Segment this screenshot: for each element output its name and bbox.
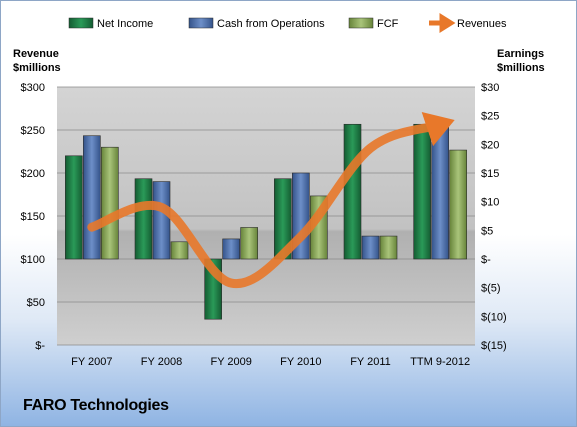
left-tick-label: $50 <box>27 297 45 309</box>
right-tick-label: $10 <box>481 197 499 209</box>
left-axis-title-line1: Revenue <box>13 48 59 60</box>
legend-label: Cash from Operations <box>217 18 325 30</box>
bar-cash-from-operations <box>361 235 380 260</box>
company-name: FARO Technologies <box>23 397 169 414</box>
x-tick-label: FY 2009 <box>210 356 251 368</box>
bar-fcf <box>379 235 398 260</box>
x-tick-label: FY 2010 <box>280 356 321 368</box>
right-tick-label: $(10) <box>481 311 507 323</box>
right-tick-label: $30 <box>481 82 499 94</box>
right-tick-label: $25 <box>481 111 499 123</box>
x-tick-label: FY 2008 <box>141 356 182 368</box>
bar-net-income <box>65 155 83 260</box>
left-tick-label: $150 <box>21 211 45 223</box>
bar-net-income <box>413 123 431 260</box>
x-tick-label: TTM 9-2012 <box>410 356 470 368</box>
left-tick-label: $250 <box>21 125 45 137</box>
right-tick-label: $15 <box>481 168 499 180</box>
x-tick-label: FY 2007 <box>71 356 112 368</box>
bar-cash-from-operations <box>152 181 171 260</box>
bar-cash-from-operations <box>431 123 449 260</box>
legend-swatch <box>348 17 374 29</box>
legend-swatch <box>68 17 94 29</box>
revenue-line-path <box>87 112 455 289</box>
right-axis-ticks: $(15) $(10) $(5) $- $5 $10 $15 $20 $25 $30 <box>481 82 507 352</box>
x-tick-label: FY 2011 <box>350 356 391 368</box>
left-axis-title-line2: $millions <box>13 62 61 74</box>
left-tick-label: $300 <box>21 82 45 94</box>
bar-cash-from-operations <box>222 238 240 260</box>
legend-label: Revenues <box>457 18 507 30</box>
legend: Net Income Cash from Operations FCF Revenue… <box>68 13 507 33</box>
bar-net-income <box>134 178 153 260</box>
right-tick-label: $- <box>481 254 491 266</box>
left-tick-label: $100 <box>21 254 45 266</box>
left-tick-label: $200 <box>21 168 45 180</box>
left-axis-ticks: $- $50 $100 $150 $200 $250 $300 <box>21 82 46 352</box>
right-tick-label: $(15) <box>481 340 507 352</box>
right-tick-label: $5 <box>481 225 493 237</box>
right-tick-label: $(5) <box>481 283 501 295</box>
legend-swatch <box>188 17 214 29</box>
bar-fcf <box>449 149 467 260</box>
bar-fcf <box>240 227 258 260</box>
left-tick-label: $- <box>35 340 45 352</box>
right-axis-title-line1: Earnings <box>497 48 544 60</box>
right-tick-label: $20 <box>481 139 499 151</box>
bar-fcf <box>101 146 119 260</box>
x-axis-ticks: FY 2007 FY 2008 FY 2009 FY 2010 FY 2011 TTM 9… <box>71 356 470 368</box>
right-axis-title-line2: $millions <box>497 62 545 74</box>
legend-label: Net Income <box>97 18 153 30</box>
legend-label: FCF <box>377 18 399 30</box>
bar-net-income <box>343 123 362 260</box>
bar-cash-from-operations <box>83 135 101 260</box>
bar-fcf <box>170 241 189 260</box>
revenue-line <box>87 112 455 289</box>
